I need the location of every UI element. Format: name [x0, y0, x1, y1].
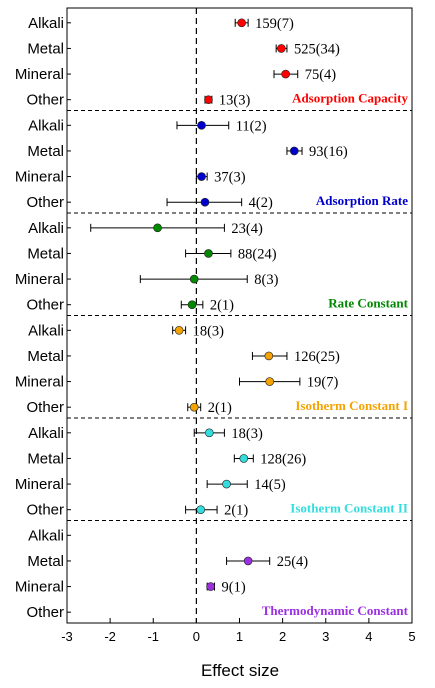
category-label: Mineral — [15, 169, 64, 186]
panel-title: Isotherm Constant II — [290, 501, 408, 516]
point-estimate — [197, 172, 206, 181]
panel-separators — [67, 110, 412, 521]
category-label: Other — [26, 604, 64, 621]
x-tick-label: -1 — [147, 629, 159, 644]
count-label: 13(3) — [219, 93, 251, 109]
count-label: 75(4) — [305, 67, 337, 83]
category-label: Metal — [27, 450, 64, 467]
category-label: Mineral — [15, 374, 64, 391]
category-label: Alkali — [28, 117, 64, 134]
point-estimate — [197, 121, 206, 130]
category-label: Other — [26, 92, 64, 109]
panel-isotherm-constant-i: Alkali 18(3) Metal 126(25) Mineral 19(7) Other… — [15, 322, 408, 416]
x-tick-label: 5 — [408, 629, 415, 644]
point-estimate — [206, 582, 215, 591]
point-estimate — [289, 146, 299, 156]
count-label: 37(3) — [214, 170, 246, 186]
panel-title: Adsorption Capacity — [292, 91, 408, 106]
point-estimate — [189, 402, 199, 412]
category-label: Mineral — [15, 476, 64, 493]
category-label: Alkali — [28, 425, 64, 442]
category-label: Metal — [27, 553, 64, 570]
count-label: 11(2) — [236, 118, 267, 134]
point-estimate — [189, 274, 199, 284]
category-label: Other — [26, 502, 64, 519]
panel-isotherm-constant-ii: Alkali 18(3) Metal 128(26) Mineral 14(5) Other… — [15, 425, 408, 519]
panel-adsorption-capacity: Alkali 159(7) Metal 525(34) Mineral 75(4) Othe… — [15, 15, 409, 109]
point-estimate — [204, 249, 213, 258]
count-label: 25(4) — [277, 554, 309, 570]
count-label: 8(3) — [254, 272, 278, 288]
point-estimate — [153, 223, 162, 233]
point-estimate — [264, 351, 274, 361]
point-estimate — [277, 44, 286, 53]
category-label: Alkali — [28, 527, 64, 544]
point-estimate — [265, 377, 274, 386]
x-tick-label: 1 — [236, 629, 243, 644]
category-label: Metal — [27, 245, 64, 262]
count-label: 18(3) — [231, 426, 263, 442]
x-tick-label: 3 — [322, 629, 329, 644]
count-label: 23(4) — [231, 221, 263, 237]
category-label: Metal — [27, 143, 64, 160]
panel-rate-constant: Alkali 23(4) Metal 88(24) Mineral 8(3) Other 2(… — [15, 220, 409, 314]
panel-title: Isotherm Constant I — [295, 398, 408, 413]
count-label: 525(34) — [294, 41, 340, 57]
x-axis-label: Effect size — [201, 661, 279, 680]
point-estimate — [204, 95, 213, 104]
category-label: Other — [26, 297, 64, 314]
x-tick-label: -2 — [104, 629, 116, 644]
category-label: Other — [26, 399, 64, 416]
point-estimate — [196, 505, 205, 514]
point-estimate — [243, 556, 253, 566]
count-label: 9(1) — [221, 580, 245, 596]
count-label: 2(1) — [224, 503, 248, 519]
count-label: 4(2) — [249, 195, 273, 211]
count-label: 18(3) — [193, 323, 225, 339]
point-estimate — [237, 18, 246, 28]
point-estimate — [281, 69, 290, 79]
category-label: Mineral — [15, 271, 64, 288]
count-label: 159(7) — [255, 16, 294, 32]
count-label: 88(24) — [238, 246, 277, 262]
count-label: 93(16) — [309, 144, 348, 160]
panel-thermodynamic-constant: Alkali Metal 25(4) Mineral 9(1) Other Thermody… — [15, 527, 409, 621]
x-tick-label: -3 — [61, 629, 73, 644]
category-label: Metal — [27, 348, 64, 365]
panel-title: Thermodynamic Constant — [262, 603, 409, 618]
x-tick-label: 4 — [365, 629, 372, 644]
point-estimate — [222, 479, 231, 489]
category-label: Alkali — [28, 15, 64, 32]
count-label: 2(1) — [210, 298, 234, 314]
point-estimate — [205, 428, 214, 438]
category-label: Mineral — [15, 579, 64, 596]
count-label: 19(7) — [307, 375, 339, 391]
point-estimate — [200, 197, 210, 207]
category-label: Alkali — [28, 220, 64, 237]
category-label: Other — [26, 194, 64, 211]
point-estimate — [239, 454, 249, 463]
panel-title: Adsorption Rate — [316, 193, 408, 208]
point-estimate — [174, 326, 184, 335]
x-tick-label: 0 — [193, 629, 200, 644]
category-label: Metal — [27, 40, 64, 57]
category-label: Mineral — [15, 66, 64, 83]
panel-title: Rate Constant — [328, 296, 408, 311]
category-label: Alkali — [28, 322, 64, 339]
panel-adsorption-rate: Alkali 11(2) Metal 93(16) Mineral 37(3) Other 4… — [15, 117, 408, 211]
count-label: 14(5) — [254, 477, 286, 493]
count-label: 2(1) — [208, 400, 232, 416]
point-estimate — [187, 300, 197, 309]
count-label: 126(25) — [294, 349, 340, 365]
x-tick-label: 2 — [279, 629, 286, 644]
x-axis: -3 -2 -1 0 1 2 3 4 5 — [61, 618, 416, 644]
panel-rows: Alkali 159(7) Metal 525(34) Mineral 75(4) Othe… — [15, 15, 409, 621]
count-label: 128(26) — [260, 451, 306, 467]
